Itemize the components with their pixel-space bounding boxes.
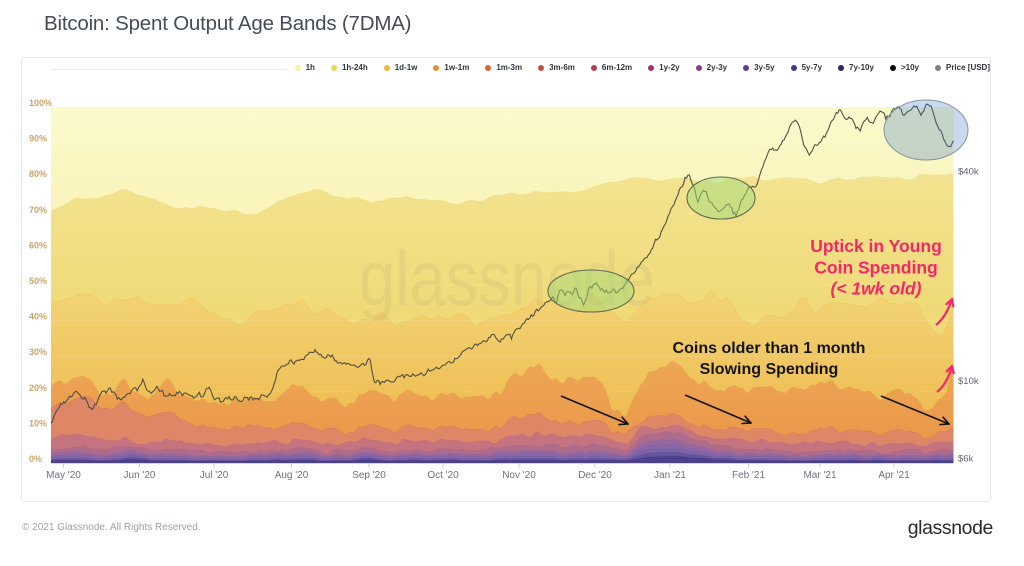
svg-text:$10k: $10k (958, 376, 979, 387)
svg-text:40%: 40% (29, 312, 47, 322)
svg-text:70%: 70% (29, 205, 47, 215)
svg-text:May '20: May '20 (46, 470, 81, 481)
svg-text:Sep '20: Sep '20 (352, 470, 386, 481)
svg-text:50%: 50% (29, 276, 47, 286)
svg-text:Nov '20: Nov '20 (502, 470, 536, 481)
svg-text:0%: 0% (29, 454, 42, 464)
svg-text:80%: 80% (29, 169, 47, 179)
svg-text:Slowing Spending: Slowing Spending (700, 361, 839, 378)
svg-text:(< 1wk old): (< 1wk old) (831, 279, 922, 299)
svg-text:60%: 60% (29, 240, 47, 250)
svg-text:Oct '20: Oct '20 (427, 470, 459, 481)
svg-text:Jun '20: Jun '20 (124, 470, 156, 481)
svg-text:90%: 90% (29, 134, 47, 144)
svg-text:Aug '20: Aug '20 (275, 470, 309, 481)
svg-text:Dec '20: Dec '20 (578, 470, 612, 481)
svg-text:20%: 20% (29, 383, 47, 393)
svg-text:10%: 10% (29, 418, 47, 428)
svg-text:Coins older than 1 month: Coins older than 1 month (673, 340, 866, 357)
svg-text:$6k: $6k (958, 454, 974, 465)
svg-text:30%: 30% (29, 347, 47, 357)
svg-text:Feb '21: Feb '21 (732, 470, 765, 481)
svg-text:Coin Spending: Coin Spending (814, 258, 937, 278)
svg-text:100%: 100% (29, 98, 52, 108)
svg-text:Apr '21: Apr '21 (878, 470, 910, 481)
svg-text:$40k: $40k (958, 167, 979, 178)
svg-text:Jan '21: Jan '21 (654, 470, 686, 481)
svg-text:Mar '21: Mar '21 (803, 470, 836, 481)
svg-text:Jul '20: Jul '20 (200, 470, 229, 481)
svg-text:Uptick in Young: Uptick in Young (810, 236, 942, 256)
